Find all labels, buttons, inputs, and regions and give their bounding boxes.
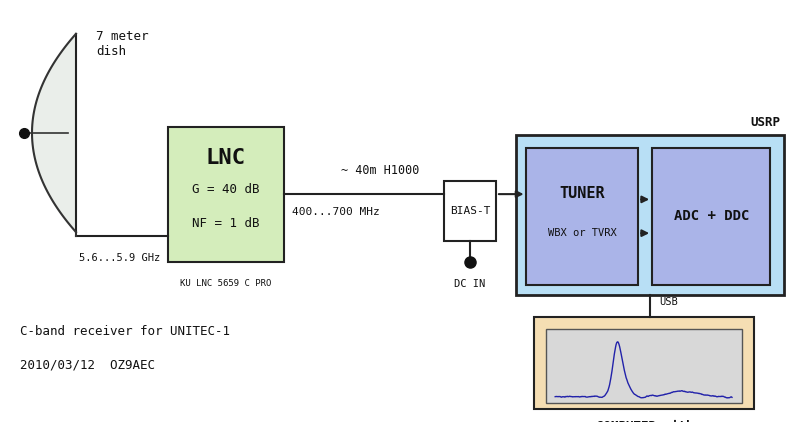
FancyBboxPatch shape [546,329,742,403]
FancyBboxPatch shape [652,148,770,285]
Text: USB: USB [659,297,678,307]
FancyBboxPatch shape [516,135,784,295]
Text: DC IN: DC IN [454,279,486,289]
Text: USRP: USRP [750,116,780,129]
Text: ~ 40m H1000: ~ 40m H1000 [341,164,419,177]
Text: WBX or TVRX: WBX or TVRX [548,228,617,238]
Text: KU LNC 5659 C PRO: KU LNC 5659 C PRO [180,279,272,287]
Text: TUNER: TUNER [559,186,606,200]
Text: G = 40 dB: G = 40 dB [192,184,260,196]
Text: LNC: LNC [206,148,246,168]
Text: 7 meter
dish: 7 meter dish [96,30,149,57]
Text: 400...700 MHz: 400...700 MHz [292,207,380,217]
Text: 2010/03/12  OZ9AEC: 2010/03/12 OZ9AEC [20,358,155,371]
Text: COMPUTER with: COMPUTER with [596,420,693,422]
FancyBboxPatch shape [168,127,284,262]
Text: BIAS-T: BIAS-T [450,206,490,216]
Text: NF = 1 dB: NF = 1 dB [192,217,260,230]
Text: ADC + DDC: ADC + DDC [674,209,749,223]
Text: 5.6...5.9 GHz: 5.6...5.9 GHz [78,253,160,263]
Polygon shape [32,34,76,232]
FancyBboxPatch shape [534,316,754,409]
Text: C-band receiver for UNITEC-1: C-band receiver for UNITEC-1 [20,325,230,338]
FancyBboxPatch shape [526,148,638,285]
FancyBboxPatch shape [444,181,496,241]
